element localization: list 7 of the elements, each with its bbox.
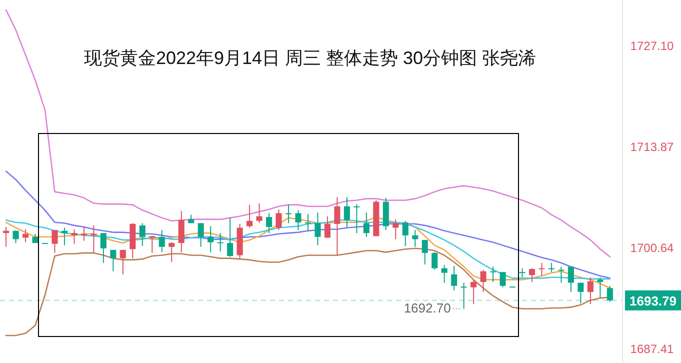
text: 现货黄金2022年9月14日 周三 整体走势 30分钟图 张尧浠 bbox=[84, 48, 536, 68]
y-tick-label: 1713.87 bbox=[630, 140, 674, 154]
annotation: 1692.70 bbox=[404, 300, 451, 316]
ref-line-label: 1693.79 bbox=[630, 293, 676, 308]
y-tick-label: 1700.64 bbox=[630, 241, 674, 256]
y-tick-label: 1727.10 bbox=[630, 38, 674, 53]
y-tick-label: 1687.41 bbox=[630, 342, 674, 356]
